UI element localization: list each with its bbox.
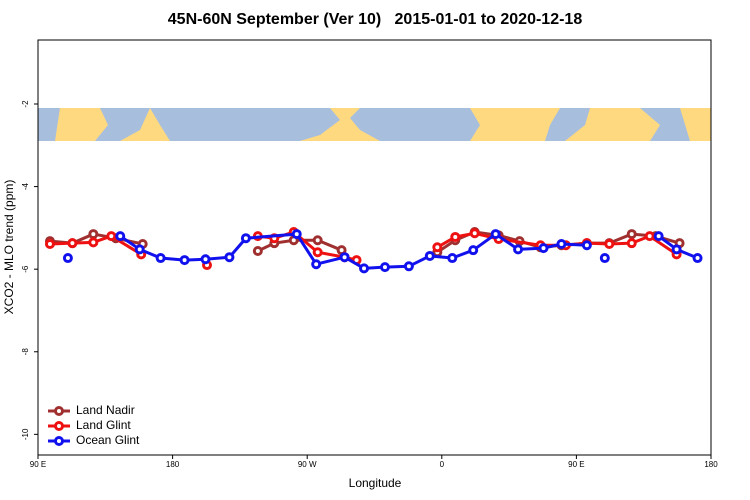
point	[312, 247, 323, 258]
point	[252, 246, 263, 257]
point	[224, 252, 235, 263]
point	[599, 253, 610, 264]
legend-swatch-point	[54, 421, 64, 431]
legend-label: Land Nadir	[76, 403, 135, 417]
legend-label: Ocean Glint	[76, 433, 140, 447]
point	[644, 231, 655, 242]
point	[311, 259, 322, 270]
x-tick-label: 90 E	[30, 460, 46, 469]
map-ocean	[38, 108, 690, 141]
point	[468, 245, 479, 256]
point	[62, 253, 73, 264]
point	[155, 253, 166, 264]
legend-swatch-point	[54, 436, 64, 446]
point	[44, 238, 55, 249]
y-tick-label: -8	[21, 348, 30, 356]
point	[312, 235, 323, 246]
y-axis-label: XCO2 - MLO trend (ppm)	[2, 180, 16, 315]
point	[513, 244, 524, 255]
plot-frame	[37, 39, 712, 456]
point	[604, 238, 615, 249]
point	[240, 233, 251, 244]
point	[291, 229, 302, 240]
point	[134, 244, 145, 255]
point	[538, 243, 549, 254]
y-tick-label: -10	[21, 428, 30, 440]
legend-label: Land Glint	[76, 418, 131, 432]
y-tick-label: -4	[21, 182, 30, 190]
point	[671, 244, 682, 255]
point	[379, 262, 390, 273]
point	[88, 237, 99, 248]
point	[179, 255, 190, 266]
point	[359, 263, 370, 274]
point	[67, 238, 78, 249]
point	[490, 229, 501, 240]
point	[653, 231, 664, 242]
point	[106, 231, 117, 242]
point	[450, 231, 461, 242]
point	[447, 253, 458, 264]
x-tick-label: 180	[166, 460, 180, 469]
point	[339, 252, 350, 263]
point	[626, 238, 637, 249]
point	[692, 253, 703, 264]
point	[200, 254, 211, 265]
point	[88, 229, 99, 240]
chart-title: 45N-60N September (Ver 10) 2015-01-01 to…	[168, 11, 583, 28]
y-tick-label: -2	[21, 100, 30, 108]
x-axis-label: Longitude	[349, 476, 402, 490]
point	[424, 250, 435, 261]
x-tick-label: 90 W	[298, 460, 317, 469]
point	[626, 229, 637, 240]
point	[432, 242, 443, 253]
point	[469, 228, 480, 239]
legend-swatch-point	[54, 406, 64, 416]
x-tick-label: 0	[440, 460, 445, 469]
point	[403, 261, 414, 272]
point	[556, 238, 567, 249]
map-band	[38, 108, 711, 141]
x-tick-label: 180	[704, 460, 718, 469]
point	[581, 240, 592, 251]
y-tick-label: -6	[21, 265, 30, 273]
point	[115, 231, 126, 242]
x-tick-label: 90 E	[568, 460, 584, 469]
